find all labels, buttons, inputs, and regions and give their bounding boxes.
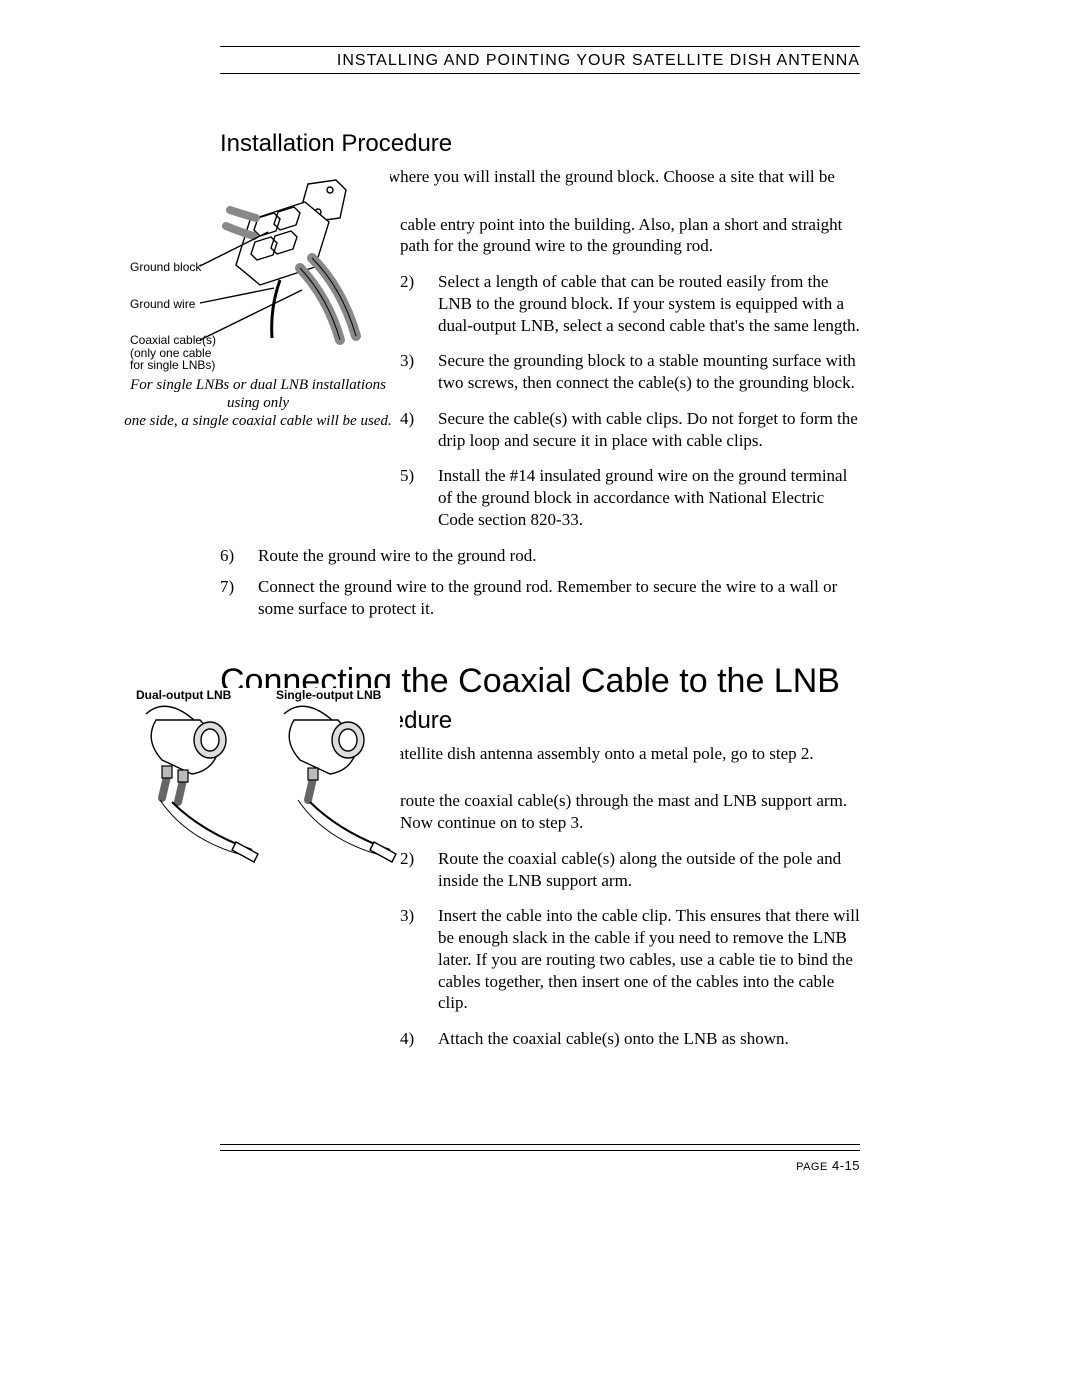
wrapped-column-1: cable entry point into the building. Als… — [400, 214, 860, 531]
page-number: PAGE 4-15 — [796, 1158, 860, 1173]
list-item: 2) Route the coaxial cable(s) along the … — [400, 848, 860, 892]
step-text: Install the #14 insulated ground wire on… — [438, 465, 860, 530]
step-number: 4) — [400, 408, 420, 452]
fig1-label-coax-l3: for single LNBs) — [130, 358, 215, 372]
fig2-label-dual: Dual-output LNB — [136, 688, 231, 702]
header-rule-top — [220, 46, 860, 47]
list-item: 5) Install the #14 insulated ground wire… — [400, 465, 860, 530]
header-rule-bot — [220, 73, 860, 74]
page-num-value: 4-15 — [832, 1158, 860, 1173]
page-label: PAGE — [796, 1161, 828, 1173]
step-text: Secure the cable(s) with cable clips. Do… — [438, 408, 860, 452]
fig1-label-coax: Coaxial cable(s) (only one cable for sin… — [130, 334, 216, 372]
step-number: 3) — [400, 905, 420, 1014]
step-text: Route the coaxial cable(s) along the out… — [438, 848, 860, 892]
step-text: Insert the cable into the cable clip. Th… — [438, 905, 860, 1014]
fig1-label-ground-block: Ground block — [130, 260, 201, 274]
fig2-label-single: Single-output LNB — [276, 688, 381, 702]
list-item: 3) Insert the cable into the cable clip.… — [400, 905, 860, 1014]
step-number: 7) — [220, 576, 240, 620]
lnb-diagram-icon — [128, 702, 400, 872]
list-item: 2) Select a length of cable that can be … — [400, 271, 860, 336]
step-number: 2) — [400, 271, 420, 336]
step-number: 5) — [400, 465, 420, 530]
list-item: 3) Secure the grounding block to a stabl… — [400, 350, 860, 394]
fig1-caption-l1: For single LNBs or dual LNB installation… — [130, 377, 386, 411]
step-text: Attach the coaxial cable(s) onto the LNB… — [438, 1028, 860, 1050]
section1-heading: Installation Procedure — [220, 130, 860, 158]
figure-ground-block: Ground block Ground wire Coaxial cable(s… — [130, 170, 390, 410]
step-text-cont: route the coaxial cable(s) through the m… — [400, 790, 860, 834]
step-number: 2) — [400, 848, 420, 892]
step-text: Select a length of cable that can be rou… — [438, 271, 860, 336]
figure-lnb: Dual-output LNB Single-output LNB — [128, 688, 400, 873]
list-item: 4) Secure the cable(s) with cable clips.… — [400, 408, 860, 452]
list-item: 7) Connect the ground wire to the ground… — [220, 576, 860, 620]
header-title: INSTALLING AND POINTING YOUR SATELLITE D… — [220, 50, 860, 73]
fig1-label-ground-wire: Ground wire — [130, 297, 195, 311]
step-text-cont: cable entry point into the building. Als… — [400, 214, 860, 258]
step-number: 4) — [400, 1028, 420, 1050]
footer-rule-top — [220, 1144, 860, 1145]
fig1-caption: For single LNBs or dual LNB installation… — [124, 376, 392, 430]
step-number: 6) — [220, 545, 240, 567]
wrapped-column-2: route the coaxial cable(s) through the m… — [400, 790, 860, 1050]
fig1-caption-l2: one side, a single coaxial cable will be… — [124, 413, 391, 429]
list-item: 4) Attach the coaxial cable(s) onto the … — [400, 1028, 860, 1050]
footer-rule-bot — [220, 1150, 860, 1151]
step-text: Connect the ground wire to the ground ro… — [258, 576, 860, 620]
step-text: Route the ground wire to the ground rod. — [258, 545, 860, 567]
step-text: Secure the grounding block to a stable m… — [438, 350, 860, 394]
step-number: 3) — [400, 350, 420, 394]
list-item: 6) Route the ground wire to the ground r… — [220, 545, 860, 567]
